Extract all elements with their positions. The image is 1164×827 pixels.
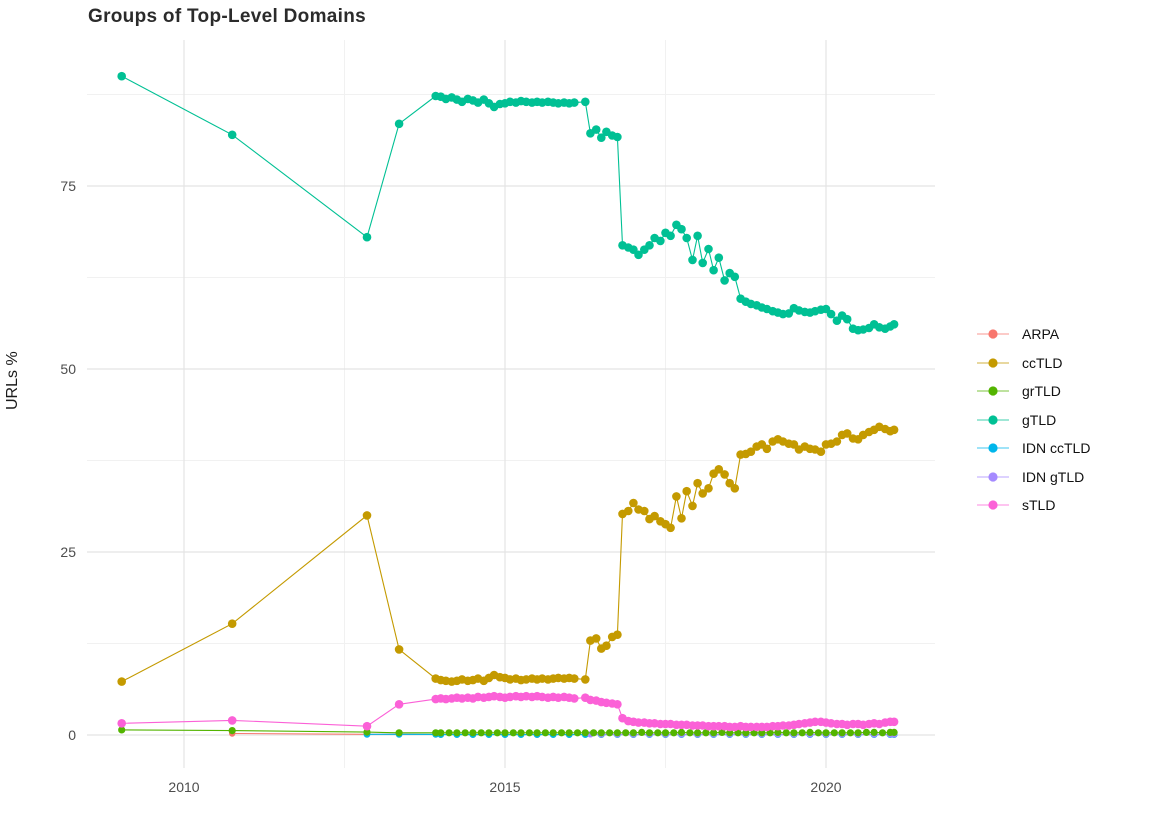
- legend-key-icon: [977, 386, 1009, 396]
- x-tick-label: 2020: [810, 779, 841, 795]
- legend-label: ccTLD: [1022, 354, 1063, 371]
- y-tick-label: 25: [60, 544, 76, 560]
- series-cctld: [117, 422, 899, 686]
- legend-item-stld: sTLD: [975, 491, 1090, 520]
- x-tick-label: 2010: [168, 779, 199, 795]
- legend-label: grTLD: [1022, 383, 1061, 400]
- legend-item-cctld: ccTLD: [975, 349, 1090, 378]
- y-tick-label: 50: [60, 361, 76, 377]
- legend-label: IDN gTLD: [1022, 468, 1085, 485]
- legend-key-icon: [977, 329, 1009, 339]
- legend-label: sTLD: [1022, 497, 1056, 514]
- legend-item-idn-gtld: IDN gTLD: [975, 463, 1090, 492]
- legend-key-icon: [977, 500, 1009, 510]
- series-grtld: [118, 726, 898, 737]
- series-stld: [117, 691, 899, 732]
- x-axis-labels: 2010 2015 2020: [168, 779, 841, 795]
- legend-label: gTLD: [1022, 411, 1057, 428]
- chart-title: Groups of Top-Level Domains: [88, 6, 366, 27]
- legend-key-icon: [977, 472, 1009, 482]
- y-tick-label: 75: [60, 178, 76, 194]
- legend-item-grtld: grTLD: [975, 377, 1090, 406]
- y-tick-label: 0: [68, 727, 76, 743]
- legend-key-icon: [977, 415, 1009, 425]
- legend-item-arpa: ARPA: [975, 320, 1090, 349]
- legend-key-icon: [977, 443, 1009, 453]
- legend-label: ARPA: [1022, 326, 1060, 343]
- series-gtld: [117, 71, 899, 335]
- legend-label: IDN ccTLD: [1022, 440, 1091, 457]
- legend-key-icon: [977, 358, 1009, 368]
- legend-item-idn-cctld: IDN ccTLD: [975, 434, 1090, 463]
- x-tick-label: 2015: [489, 779, 520, 795]
- legend: ARPA ccTLD grTLD gTLD IDN ccTLD IDN gTLD sTLD: [975, 320, 1090, 520]
- gridlines: [87, 40, 935, 768]
- legend-item-gtld: gTLD: [975, 406, 1090, 435]
- y-axis-labels: 0 25 50 75: [60, 178, 76, 743]
